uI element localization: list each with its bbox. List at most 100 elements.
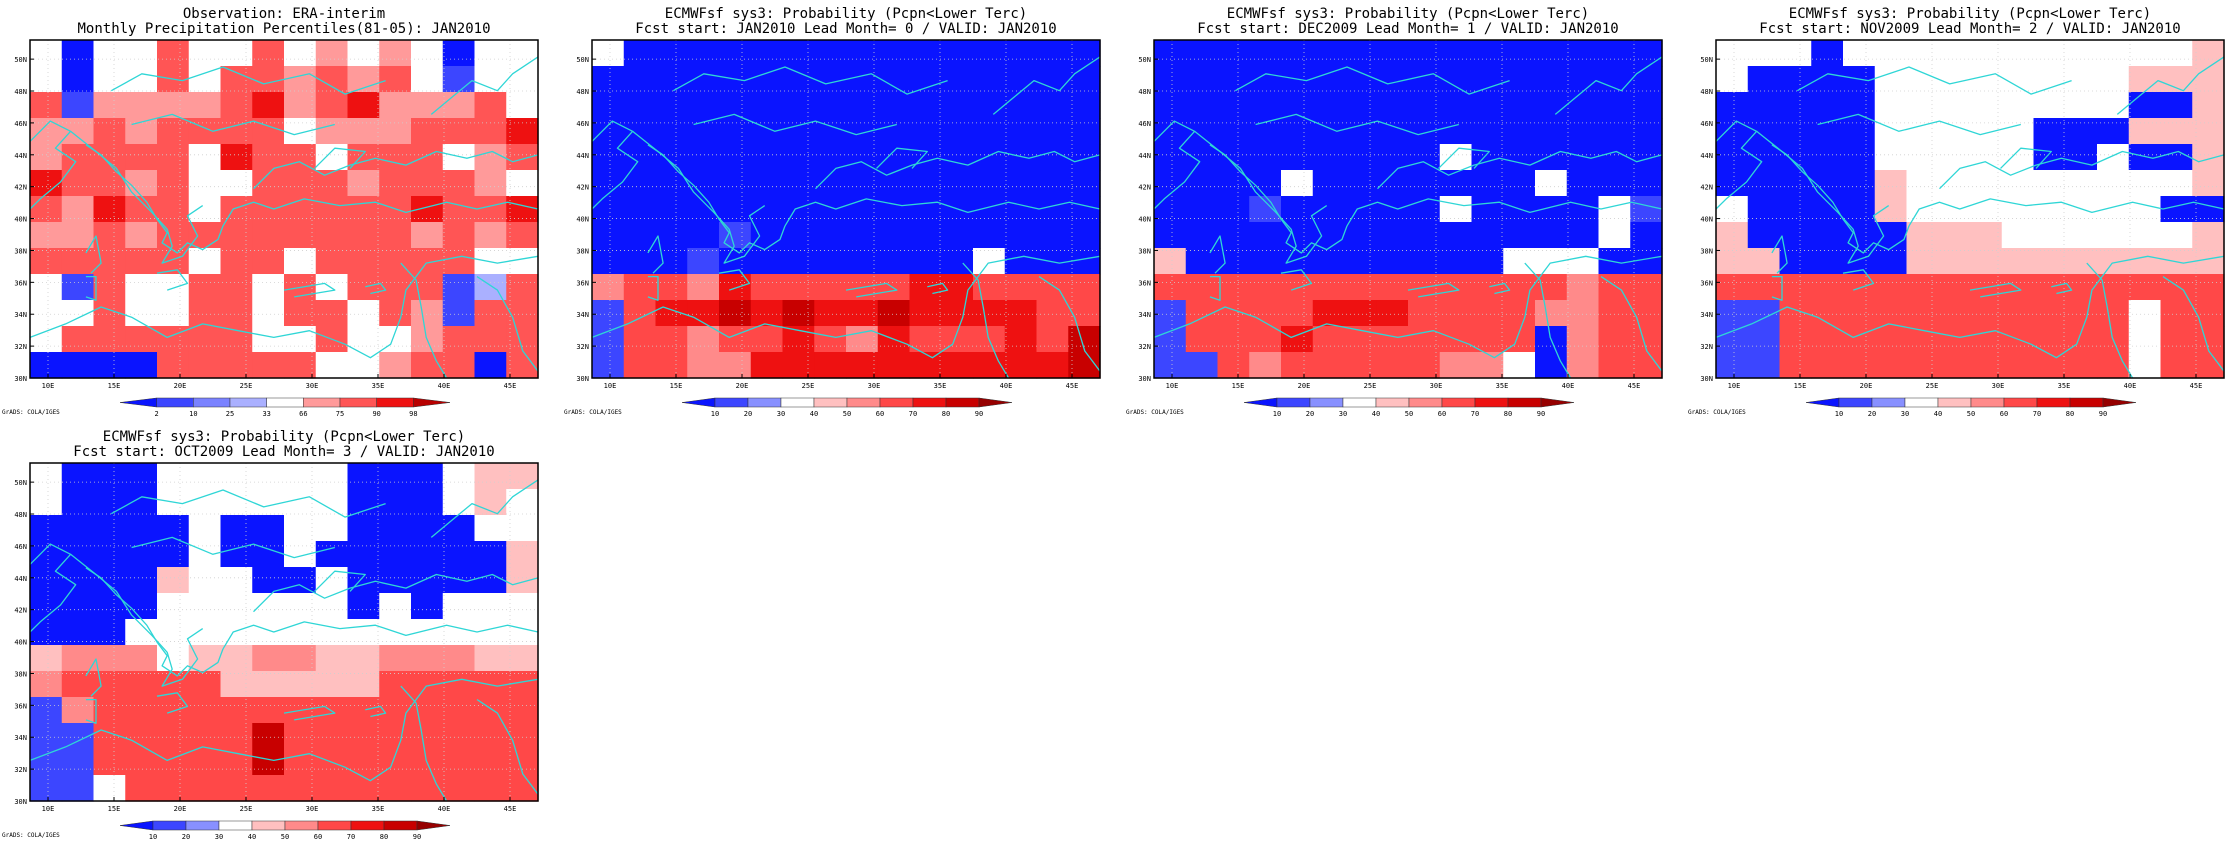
colorbar-label: 20 — [1868, 410, 1876, 418]
coastline — [2116, 56, 2225, 115]
grid-cell — [1439, 170, 1473, 197]
grid-cell — [1408, 352, 1441, 379]
grid-cell — [220, 222, 253, 249]
grid-cell — [909, 274, 942, 301]
lon-tick-label: 10E — [42, 805, 55, 813]
lat-tick-label: 48N — [1700, 88, 1713, 96]
grid-cell — [157, 619, 190, 646]
grid-cell — [61, 749, 95, 776]
grid-cell — [315, 118, 349, 145]
coastline — [1377, 150, 1663, 190]
coastline — [1908, 198, 2225, 227]
colorbar-label: 70 — [347, 833, 355, 840]
grid-cell — [1344, 196, 1377, 223]
colorbar-label: 30 — [1901, 410, 1909, 418]
lat-tick-label: 42N — [14, 607, 27, 615]
lat-tick-label: 42N — [576, 184, 589, 192]
grid-cell — [188, 170, 222, 197]
grid-cell — [1566, 66, 1600, 93]
coastline — [1209, 275, 1221, 301]
grid-cell — [284, 326, 317, 353]
grid-cell — [474, 775, 507, 802]
grid-cell — [1503, 222, 1536, 249]
lon-tick-label: 30E — [1430, 382, 1443, 390]
grid-cell — [1874, 144, 1908, 171]
grid-cell — [592, 222, 625, 249]
grid-cell — [1312, 222, 1346, 249]
grid-cell — [1598, 352, 1631, 379]
grid-cell — [687, 274, 720, 301]
grid-cell — [379, 515, 412, 542]
grid-cell — [30, 645, 63, 672]
grid-cell — [315, 144, 349, 171]
lon-tick-label: 45E — [1628, 382, 1641, 390]
map-frame — [1153, 39, 1663, 379]
lat-tick-label: 34N — [14, 311, 27, 319]
grid-cell — [252, 40, 285, 67]
grid-cell — [30, 40, 63, 67]
grid-cell — [750, 196, 784, 223]
panel-title-line2: Monthly Precipitation Percentiles(81-05)… — [77, 21, 490, 37]
coastline — [365, 282, 387, 295]
map-panel-lead1: ECMWFsf sys3: Probability (Pcpn<Lower Te… — [1126, 6, 1663, 418]
colorbar-swatch — [846, 397, 881, 408]
grid-cell — [93, 749, 126, 776]
grid-cell — [252, 300, 285, 327]
grid-cell — [1906, 352, 1939, 379]
grid-cell — [188, 66, 222, 93]
lat-tick-label: 36N — [1138, 279, 1151, 287]
grid-cell — [1716, 92, 1749, 119]
grid-cell — [2065, 248, 2098, 275]
grid-cell — [284, 593, 317, 620]
grid-cell — [1281, 144, 1314, 171]
grid-cell — [1598, 170, 1631, 197]
grid-cell — [252, 775, 285, 802]
grid-cell — [719, 352, 752, 379]
colorbar-swatch — [714, 397, 749, 408]
grid-cell — [1630, 40, 1663, 67]
grid-cell — [1906, 196, 1939, 223]
grid-cell — [125, 92, 158, 119]
grid-cell — [1185, 248, 1219, 275]
lon-tick-label: 40E — [438, 382, 451, 390]
grid-cell — [1938, 40, 1971, 67]
lon-tick-label: 35E — [372, 805, 385, 813]
grid-cell — [1036, 118, 1069, 145]
grid-cell — [157, 775, 190, 802]
grid-cell — [1154, 300, 1187, 327]
grid-cell — [1154, 92, 1187, 119]
grid-cell — [30, 144, 63, 171]
grid-cell — [750, 144, 784, 171]
coastline — [1715, 120, 1763, 210]
colorbar-label: 60 — [2000, 410, 2008, 418]
grid-cell — [379, 92, 412, 119]
grid-cell — [1471, 274, 1504, 301]
lat-tick-label: 34N — [14, 734, 27, 742]
grid-cell — [1185, 66, 1219, 93]
grid-cell — [188, 515, 222, 542]
grid-cell — [1249, 352, 1282, 379]
grid-cell — [1154, 170, 1187, 197]
grid-cell — [1376, 66, 1409, 93]
grid-cell — [1439, 92, 1473, 119]
grid-cell — [782, 352, 815, 379]
grid-cell — [30, 248, 63, 275]
grid-cell — [1312, 274, 1346, 301]
grid-cell — [1408, 300, 1441, 327]
coastline — [647, 275, 659, 301]
grid-cell — [220, 645, 253, 672]
grid-cell — [1004, 40, 1038, 67]
lat-tick-label: 40N — [14, 216, 27, 224]
grid-cell — [1376, 222, 1409, 249]
colorbar-swatch — [383, 820, 418, 831]
grid-cell — [1439, 196, 1473, 223]
lon-tick-label: 40E — [2124, 382, 2137, 390]
grid-cell — [411, 300, 444, 327]
grid-cell — [1535, 40, 1568, 67]
grid-cell — [252, 489, 285, 516]
grid-cell — [157, 144, 190, 171]
grid-cell — [506, 92, 539, 119]
grid-cell — [1344, 352, 1377, 379]
grid-cell — [61, 463, 95, 490]
grid-cell — [2128, 92, 2162, 119]
